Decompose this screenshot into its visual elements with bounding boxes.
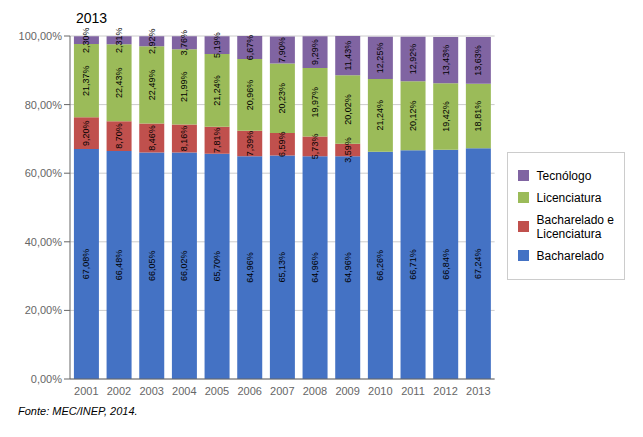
- svg-text:2008: 2008: [303, 385, 327, 397]
- svg-text:2011: 2011: [401, 385, 425, 397]
- svg-text:20,02%: 20,02%: [343, 94, 353, 125]
- svg-text:20,96%: 20,96%: [245, 80, 255, 111]
- svg-text:67,08%: 67,08%: [81, 249, 91, 280]
- svg-text:20,23%: 20,23%: [277, 83, 287, 114]
- svg-text:7,81%: 7,81%: [212, 127, 222, 153]
- svg-text:65,70%: 65,70%: [212, 251, 222, 282]
- svg-text:20,12%: 20,12%: [408, 100, 418, 131]
- svg-text:2006: 2006: [237, 385, 261, 397]
- svg-text:3,59%: 3,59%: [343, 137, 353, 163]
- svg-text:66,02%: 66,02%: [179, 251, 189, 282]
- svg-text:5,19%: 5,19%: [212, 32, 222, 58]
- svg-text:2009: 2009: [335, 385, 359, 397]
- svg-text:2012: 2012: [433, 385, 457, 397]
- svg-text:12,25%: 12,25%: [375, 43, 385, 74]
- svg-text:8,46%: 8,46%: [147, 125, 157, 151]
- svg-text:2004: 2004: [172, 385, 196, 397]
- svg-text:2,92%: 2,92%: [147, 29, 157, 55]
- svg-text:66,48%: 66,48%: [114, 250, 124, 281]
- svg-text:40,00%: 40,00%: [25, 236, 63, 248]
- svg-text:13,63%: 13,63%: [473, 45, 483, 76]
- svg-text:3,76%: 3,76%: [179, 30, 189, 56]
- svg-text:5,73%: 5,73%: [310, 134, 320, 160]
- svg-text:2005: 2005: [205, 385, 229, 397]
- svg-text:2001: 2001: [74, 385, 98, 397]
- svg-text:7,90%: 7,90%: [277, 37, 287, 63]
- svg-text:19,97%: 19,97%: [310, 87, 320, 118]
- svg-text:67,24%: 67,24%: [473, 248, 483, 279]
- svg-text:6,59%: 6,59%: [277, 132, 287, 158]
- svg-text:0,00%: 0,00%: [31, 373, 62, 385]
- svg-text:66,26%: 66,26%: [375, 250, 385, 281]
- svg-text:2003: 2003: [139, 385, 163, 397]
- svg-text:12,92%: 12,92%: [408, 44, 418, 75]
- svg-text:13,43%: 13,43%: [441, 45, 451, 76]
- svg-text:18,81%: 18,81%: [473, 101, 483, 132]
- html-text:Licenciatura: Licenciatura: [536, 190, 602, 205]
- svg-text:2007: 2007: [270, 385, 294, 397]
- svg-text:19,42%: 19,42%: [441, 101, 451, 132]
- html-text:2013: 2013: [76, 10, 108, 26]
- svg-text:20,00%: 20,00%: [25, 304, 63, 316]
- html-text:Licenciatura: Licenciatura: [536, 226, 602, 241]
- svg-text:2010: 2010: [368, 385, 392, 397]
- svg-text:9,29%: 9,29%: [310, 39, 320, 65]
- svg-text:65,13%: 65,13%: [277, 252, 287, 283]
- svg-text:66,71%: 66,71%: [408, 249, 418, 280]
- svg-text:11,43%: 11,43%: [343, 41, 353, 71]
- svg-text:64,96%: 64,96%: [245, 252, 255, 283]
- html-text:Bacharelado: Bacharelado: [536, 248, 604, 263]
- svg-text:66,05%: 66,05%: [147, 250, 157, 281]
- svg-text:60,00%: 60,00%: [25, 167, 63, 179]
- svg-text:100,00%: 100,00%: [19, 30, 63, 42]
- svg-text:6,67%: 6,67%: [245, 35, 255, 61]
- html-text:Bacharelado e: Bacharelado e: [536, 212, 614, 227]
- svg-text:21,24%: 21,24%: [212, 75, 222, 106]
- svg-text:2002: 2002: [107, 385, 131, 397]
- svg-text:21,24%: 21,24%: [375, 100, 385, 131]
- svg-text:64,96%: 64,96%: [310, 252, 320, 283]
- svg-text:2,31%: 2,31%: [114, 28, 124, 53]
- svg-text:64,96%: 64,96%: [343, 252, 353, 283]
- svg-text:8,16%: 8,16%: [179, 126, 189, 152]
- svg-text:22,49%: 22,49%: [147, 70, 157, 101]
- svg-text:80,00%: 80,00%: [25, 99, 63, 111]
- svg-text:21,99%: 21,99%: [179, 72, 189, 103]
- html-text:Fonte: MEC/INEP, 2014.: Fonte: MEC/INEP, 2014.: [18, 405, 138, 417]
- svg-text:66,84%: 66,84%: [441, 249, 451, 280]
- svg-text:22,43%: 22,43%: [114, 67, 124, 98]
- svg-text:7,39%: 7,39%: [245, 131, 255, 157]
- html-text:Tecnólogo: Tecnólogo: [536, 168, 592, 183]
- svg-text:9,20%: 9,20%: [81, 120, 91, 146]
- svg-text:2013: 2013: [466, 385, 490, 397]
- svg-text:8,70%: 8,70%: [114, 123, 124, 149]
- svg-text:2,30%: 2,30%: [81, 28, 91, 53]
- svg-text:21,37%: 21,37%: [81, 65, 91, 96]
